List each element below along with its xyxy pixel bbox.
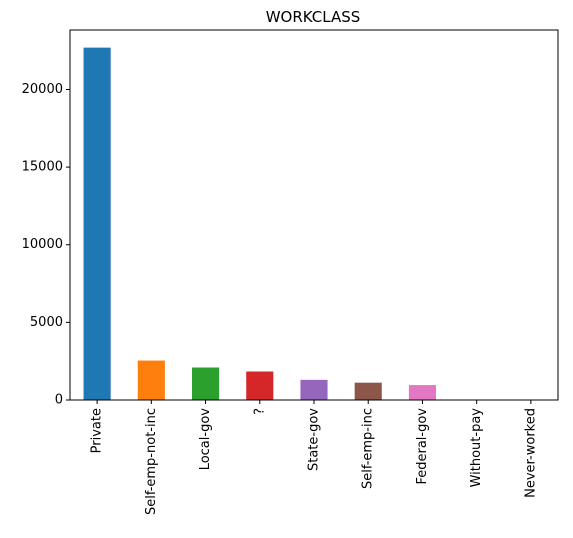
x-tick-label-7: Without-pay <box>469 408 484 488</box>
x-axis-ticks: Private Self-emp-not-inc Local-gov? State-g… <box>90 400 538 515</box>
bar-1 <box>137 360 165 400</box>
y-axis-ticks: 0 5000 10000 15000 20000 <box>22 82 70 408</box>
bar-0 <box>83 47 111 400</box>
bar-2 <box>192 367 220 400</box>
plot-frame <box>69 29 559 401</box>
x-tick-label-3: ? <box>252 408 267 415</box>
bar-3 <box>246 371 274 400</box>
chart-title: WORKCLASS <box>266 8 361 26</box>
x-tick-label-6: Federal-gov <box>415 408 430 485</box>
bar-5 <box>354 382 382 400</box>
y-tick-label-0: 0 <box>55 393 63 408</box>
x-tick-label-1: Self-emp-not-inc <box>144 408 159 515</box>
y-tick-label-2: 10000 <box>22 237 63 252</box>
x-tick-label-8: Never-worked <box>523 408 538 498</box>
y-tick-label-4: 20000 <box>22 82 63 97</box>
x-tick-label-0: Private <box>90 408 105 453</box>
y-tick-label-3: 15000 <box>22 160 63 175</box>
x-tick-label-4: State-gov <box>307 408 322 471</box>
bar-4 <box>300 379 328 400</box>
y-tick-label-1: 5000 <box>30 315 63 330</box>
x-tick-label-5: Self-emp-inc <box>361 408 376 489</box>
bar-6 <box>408 385 436 400</box>
x-tick-label-2: Local-gov <box>198 408 213 471</box>
bars-group <box>83 47 545 400</box>
